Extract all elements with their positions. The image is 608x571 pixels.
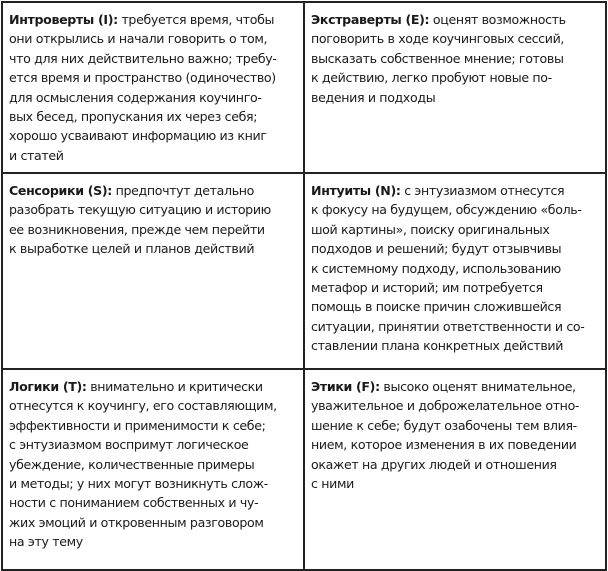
table-row: Логики (T): внимательно и критически отн… (1, 368, 607, 571)
term-description: требуется время, чтобы они открылись и н… (9, 12, 277, 163)
term-label: Экстраверты (E): (311, 12, 430, 27)
cell-introverts: Интроверты (I): требуется время, чтобы о… (1, 1, 305, 174)
term-label: Этики (F): (311, 379, 380, 394)
term-description: высоко оценят внимательное, уважительное… (311, 379, 580, 492)
term-label: Интуиты (N): (311, 183, 401, 198)
term-label: Логики (T): (9, 379, 87, 394)
cell-intuitives: Интуиты (N): с энтузиазмом отнесутся к ф… (303, 172, 607, 370)
cell-sensors: Сенсорики (S): предпочтут детально разоб… (1, 172, 305, 370)
cell-extraverts: Экстраверты (E): оценят возможность пого… (303, 1, 607, 174)
term-description: предпочтут детально разобрать текущую си… (9, 183, 271, 257)
table-row: Интроверты (I): требуется время, чтобы о… (1, 1, 607, 174)
cell-feelers: Этики (F): высоко оценят внимательное, у… (303, 368, 607, 571)
term-label: Сенсорики (S): (9, 183, 112, 198)
term-description: оценят возможность поговорить в ходе коу… (311, 12, 566, 105)
term-description: внимательно и критически отнесутся к коу… (9, 379, 277, 550)
term-description: с энтузиазмом отнесутся к фокусу на буду… (311, 183, 585, 354)
term-label: Интроверты (I): (9, 12, 118, 27)
table-row: Сенсорики (S): предпочтут детально разоб… (1, 172, 607, 370)
cell-thinkers: Логики (T): внимательно и критически отн… (1, 368, 305, 571)
